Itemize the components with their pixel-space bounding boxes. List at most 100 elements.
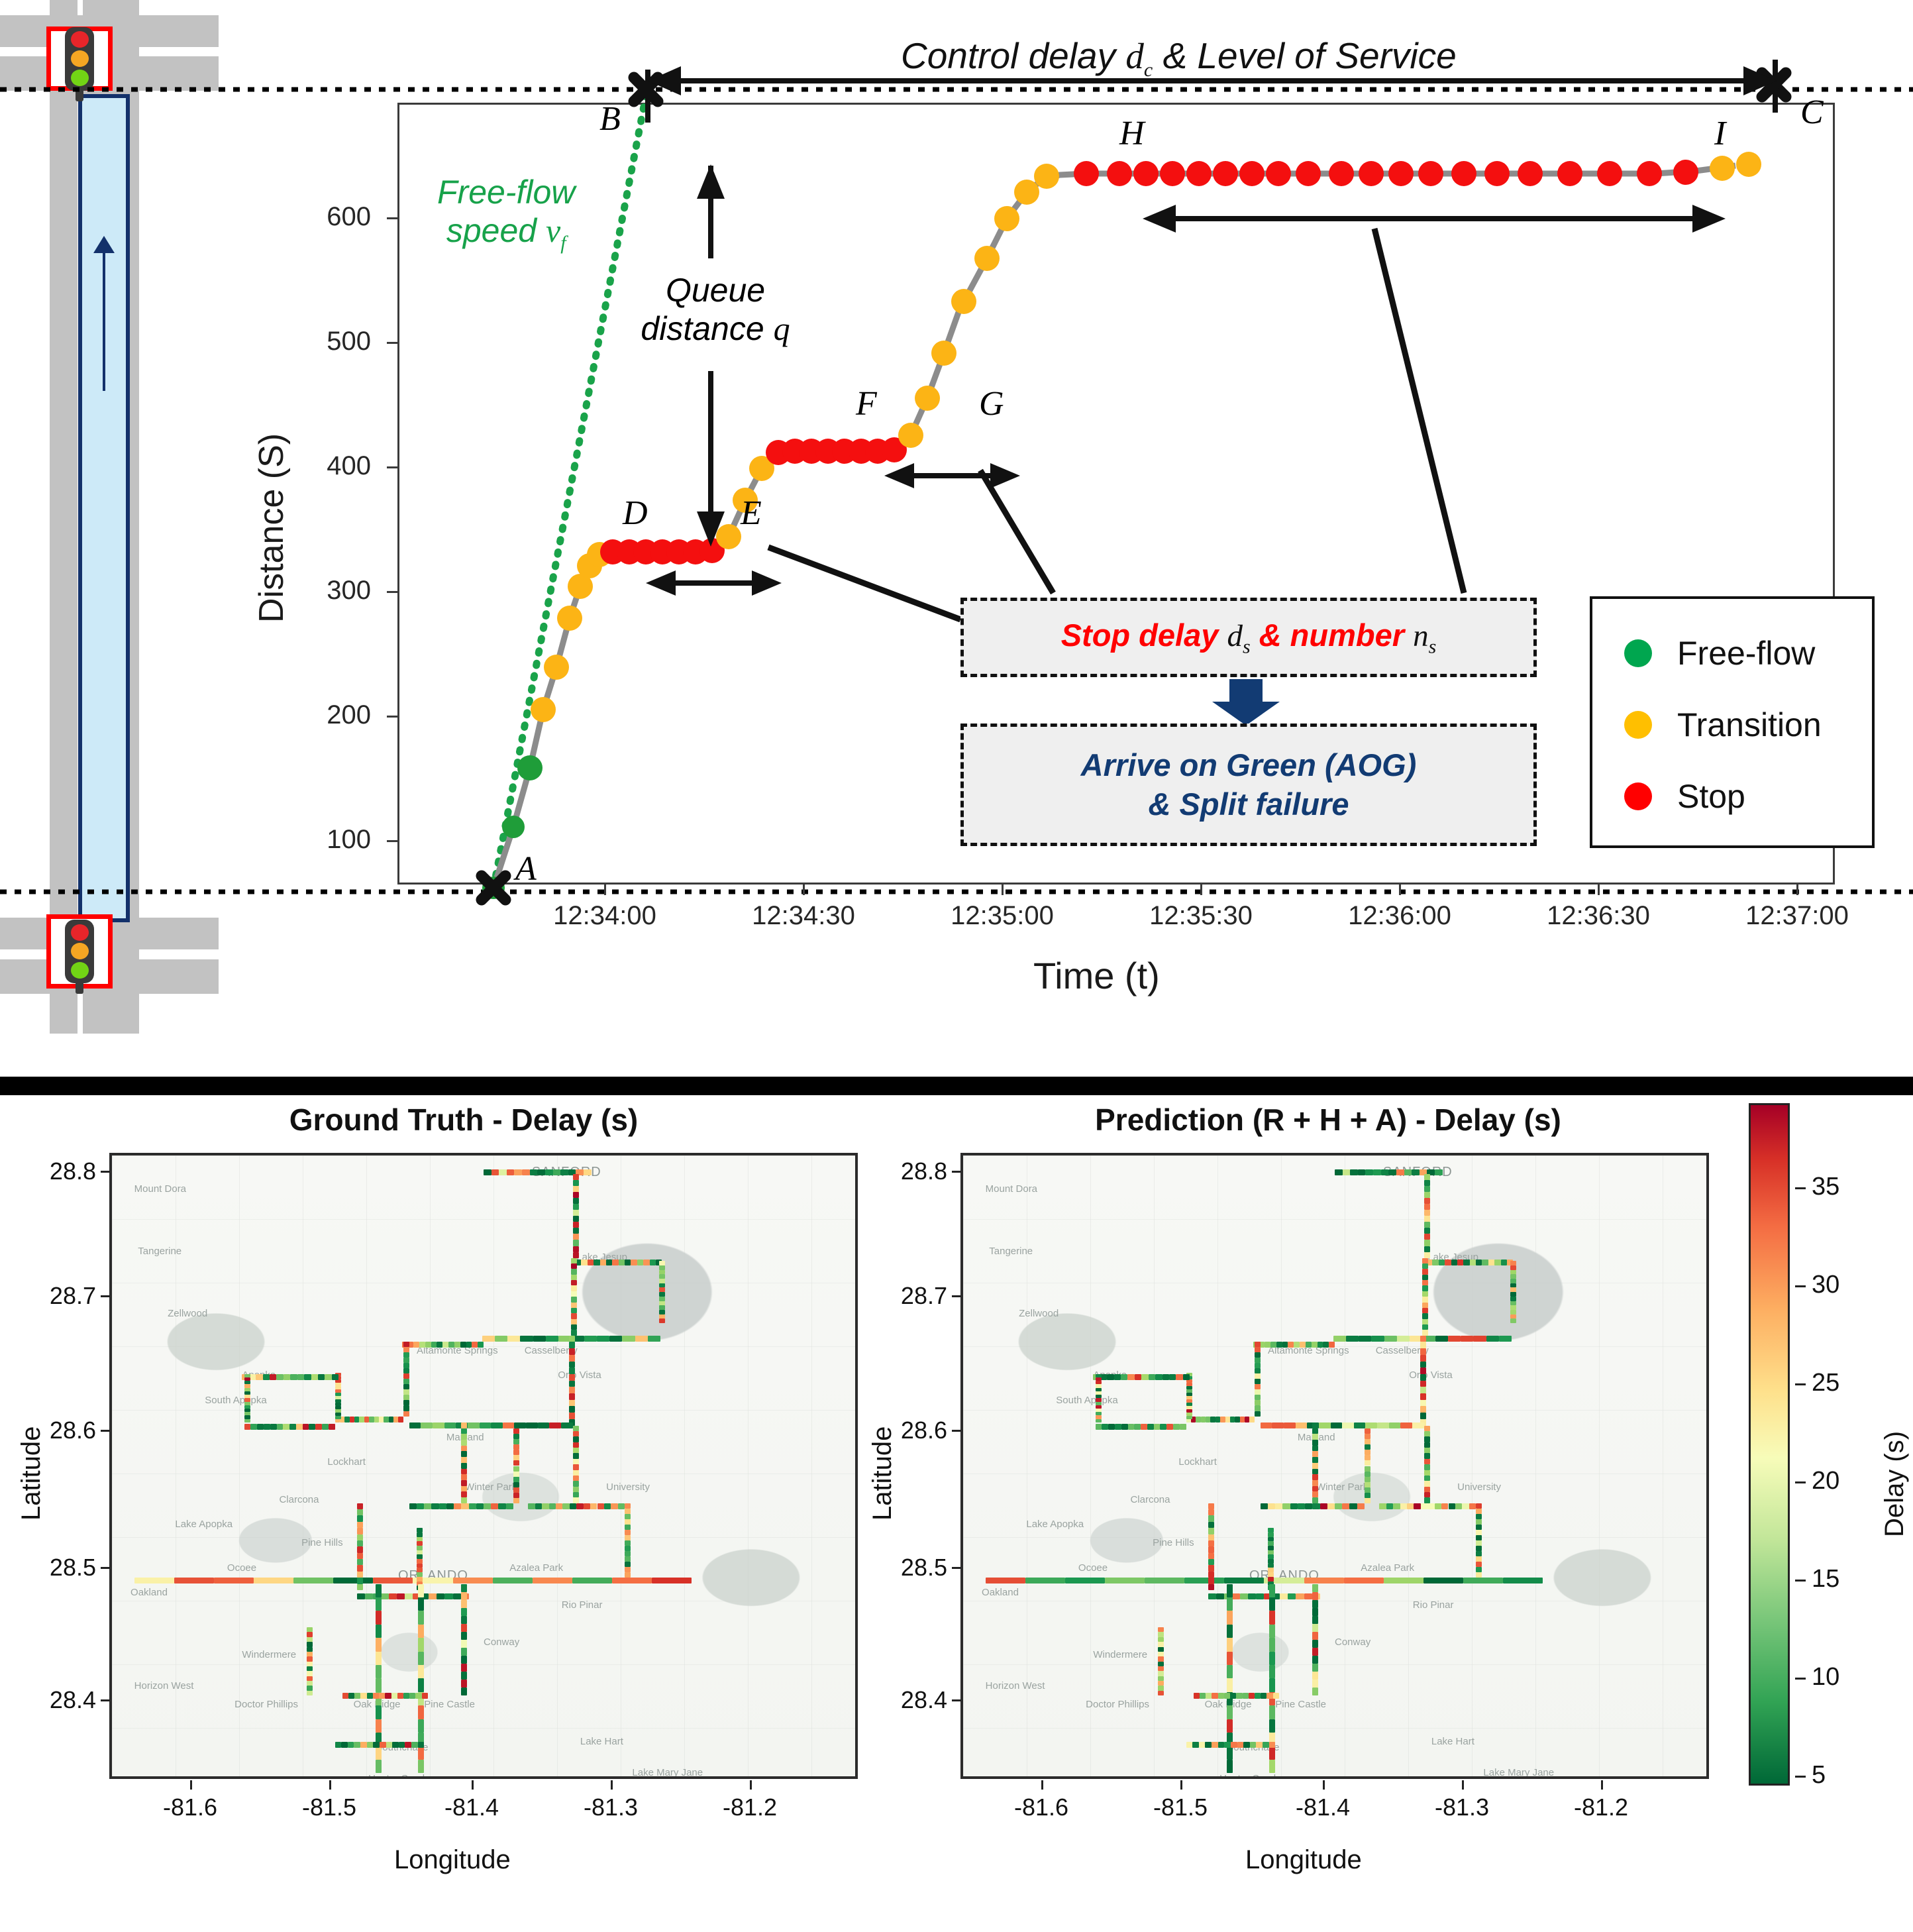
map-delay-segment [599, 1260, 606, 1266]
map-place-label: Pine Hills [1153, 1537, 1194, 1549]
map-delay-segment [409, 1503, 417, 1509]
free-flow-reference-line [490, 92, 650, 892]
map-delay-segment [569, 1342, 576, 1349]
map-delay-segment [617, 1503, 625, 1509]
map-delay-segment [544, 1169, 553, 1175]
map-delay-segment [1095, 1395, 1102, 1399]
map-place-label: Hunter Creek [1219, 1773, 1279, 1779]
map-delay-segment [1423, 1470, 1430, 1476]
map-delay-segment [1157, 1642, 1164, 1647]
map-delay-segment [513, 1460, 519, 1466]
map-delay-segment [1451, 1260, 1457, 1266]
map-delay-segment [418, 1583, 425, 1597]
map-delay-segment [571, 1307, 578, 1314]
lon-tick-4-right [1601, 1780, 1603, 1790]
map-delay-segment [306, 1681, 313, 1686]
map-delay-segment [625, 1508, 631, 1514]
map-delay-segment [1469, 1503, 1476, 1509]
map-delay-segment [1288, 1342, 1294, 1348]
map-delay-segment [306, 1686, 313, 1691]
map-delay-segment [1476, 1540, 1482, 1546]
map-delay-segment [1422, 1318, 1429, 1324]
lon-label-3-right: -81.3 [1434, 1794, 1490, 1821]
point-label-B: B [599, 100, 621, 138]
ytick-mark-300 [387, 591, 397, 593]
map-delay-segment [658, 1292, 665, 1297]
map-delay-segment [1269, 1746, 1276, 1760]
map-delay-segment [417, 1568, 423, 1573]
map-delay-segment [1157, 1676, 1164, 1682]
map-delay-segment [1329, 1342, 1335, 1348]
map-delay-segment [1342, 1503, 1350, 1509]
lat-tick-28-5-right [952, 1567, 961, 1569]
cbar-tick-15 [1795, 1580, 1806, 1582]
map-delay-segment [1269, 1759, 1276, 1774]
map-delay-segment [1208, 1528, 1215, 1534]
map-delay-segment [569, 1354, 576, 1362]
map-delay-segment [572, 1578, 612, 1584]
stop-number-symbol: n [1413, 618, 1429, 653]
map-delay-segment [1268, 1503, 1276, 1509]
map-delay-segment [413, 1593, 421, 1599]
map-delay-segment [306, 1627, 313, 1633]
map-delay-segment [339, 1416, 345, 1422]
map-delay-segment [1312, 1680, 1319, 1688]
map-delay-segment [357, 1552, 364, 1560]
map-delay-segment [1503, 1578, 1543, 1584]
map-delay-segment [1269, 1705, 1276, 1719]
chart-title-subscript: c [1143, 59, 1153, 81]
map-delay-segment [403, 1395, 409, 1401]
map-delay-segment [569, 1373, 576, 1381]
xtick-mark-1 [803, 885, 805, 895]
lon-tick-0-right [1041, 1780, 1043, 1790]
map-delay-segment [571, 1313, 578, 1319]
map-delay-segment [1420, 1503, 1428, 1509]
map-delay-segment [1208, 1578, 1215, 1584]
map-delay-segment [1205, 1742, 1212, 1748]
map-delay-segment [1261, 1692, 1267, 1699]
map-delay-segment [1196, 1416, 1201, 1422]
map-delay-segment [513, 1492, 519, 1498]
map-delay-segment [1383, 1578, 1423, 1584]
map-delay-segment [1364, 1428, 1370, 1434]
prediction-map[interactable]: Mount DoraTangerineZellwoodApopkaSouth A… [960, 1153, 1709, 1779]
ytick-label-500: 500 [327, 327, 371, 356]
legend-dot-transition [1624, 711, 1652, 739]
lat-label-28-7-right: 28.7 [900, 1282, 947, 1309]
map-delay-segment [1263, 1742, 1269, 1748]
map-delay-segment [1224, 1578, 1265, 1584]
ground-truth-map[interactable]: Mount DoraTangerineZellwoodApopkaSouth A… [109, 1153, 858, 1779]
map-delay-segment [1312, 1457, 1319, 1463]
map-delay-segment [452, 1578, 493, 1584]
map-delay-segment [1304, 1578, 1344, 1584]
map-delay-segment [461, 1599, 468, 1608]
map-place-label: Lake Hart [580, 1736, 623, 1748]
map-delay-segment [1268, 1532, 1274, 1537]
map-delay-segment [658, 1279, 665, 1283]
map-place-label: Lake Mary Jane [632, 1766, 703, 1778]
map-delay-segment [392, 1742, 399, 1748]
ytick-mark-400 [387, 466, 397, 468]
map-delay-segment [1420, 1373, 1427, 1381]
map-delay-segment [409, 1422, 421, 1428]
map-place-label: Doctor Phillips [234, 1698, 298, 1710]
map-delay-segment [1510, 1292, 1516, 1297]
map-delay-segment [1248, 1593, 1257, 1599]
map-delay-segment [270, 1423, 277, 1430]
stop-number-subscript: s [1428, 635, 1437, 657]
map-delay-segment [1486, 1335, 1499, 1342]
map-delay-segment [335, 1742, 342, 1748]
map-delay-segment [461, 1485, 468, 1492]
map-delay-segment [386, 1742, 393, 1748]
map-delay-segment [506, 1169, 515, 1175]
map-place-label: Conway [1335, 1637, 1371, 1648]
aog-callout: Arrive on Green (AOG) & Split failure [960, 724, 1537, 846]
lat-tick-28-7-right [952, 1295, 961, 1297]
xtick-label-5: 12:36:30 [1547, 901, 1650, 930]
xtick-mark-4 [1399, 885, 1401, 895]
point-label-C: C [1800, 93, 1824, 131]
y-axis-label: Distance (S) [252, 433, 291, 623]
map-delay-segment [348, 1692, 355, 1699]
map-delay-segment [572, 1430, 579, 1437]
map-delay-segment [1419, 1169, 1427, 1175]
